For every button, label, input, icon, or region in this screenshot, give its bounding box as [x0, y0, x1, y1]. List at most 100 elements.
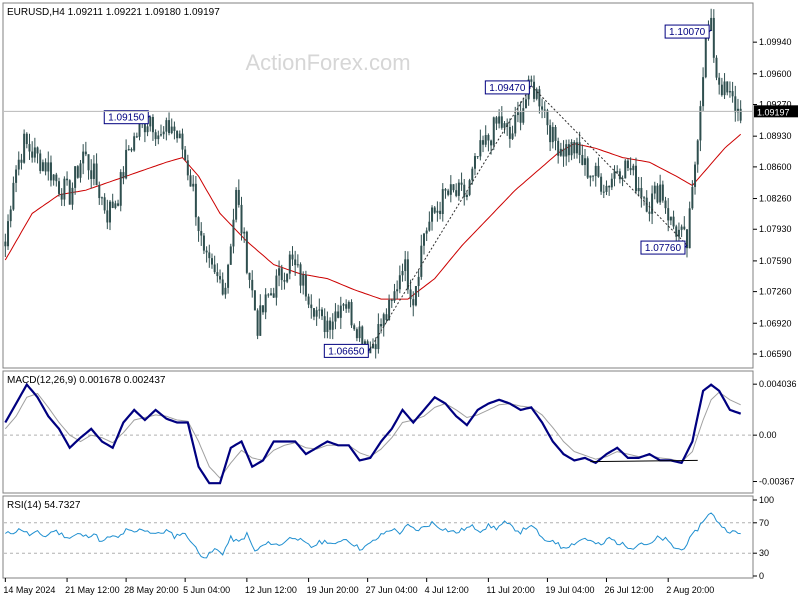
price-tick-label: 1.07590: [759, 256, 792, 266]
candle-body: [339, 305, 342, 318]
candle-body: [589, 175, 592, 178]
time-tick-label: 2 Aug 20:00: [666, 585, 714, 595]
candle-body: [60, 193, 63, 200]
candle-body: [634, 165, 637, 192]
candle-body: [210, 258, 213, 265]
time-tick-label: 21 May 12:00: [65, 585, 120, 595]
candle-body: [33, 147, 36, 158]
candle-body: [632, 165, 635, 171]
candle-body: [616, 171, 619, 173]
candle-body: [460, 182, 463, 185]
candle-body: [248, 272, 251, 280]
candle-body: [270, 293, 273, 295]
time-tick-label: 26 Jul 12:00: [604, 585, 653, 595]
candle-body: [7, 221, 10, 247]
macd-axis: 0.004036 0.00 -0.00367: [4, 379, 797, 487]
price-axis: 1.09940 1.09600 1.09270 1.08930 1.08600 1.082…: [753, 37, 792, 359]
candle-body: [283, 280, 286, 282]
candle-body: [173, 126, 176, 131]
candle-body: [168, 120, 171, 134]
candle-body: [514, 115, 517, 134]
candle-body: [23, 133, 26, 163]
rsi-tick-label: 100: [759, 495, 774, 505]
candle-body: [683, 226, 686, 230]
candle-body: [465, 194, 468, 198]
candle-body: [420, 245, 423, 277]
macd-panel-title: MACD(12,26,9) 0.001678 0.002437: [7, 375, 166, 386]
candle-body: [369, 348, 372, 354]
price-tick-label: 1.09940: [759, 37, 792, 47]
candle-body: [479, 140, 482, 157]
candle-body: [318, 309, 321, 311]
candle-body: [471, 168, 474, 181]
candle-body: [455, 190, 458, 196]
candle-body: [723, 81, 726, 96]
candle-body: [315, 310, 318, 317]
annotation-label: 1.07760: [645, 243, 682, 254]
candle-body: [208, 252, 211, 259]
rsi-tick-label: 70: [759, 518, 769, 528]
candle-body: [337, 311, 340, 318]
candle-body: [117, 203, 120, 206]
candle-body: [626, 160, 629, 169]
candle-body: [637, 187, 640, 192]
time-tick-label: 14 May 2024: [3, 585, 55, 595]
candle-body: [584, 158, 587, 165]
candle-body: [592, 175, 595, 177]
annotation-box: [640, 240, 686, 255]
watermark: ActionForex.com: [245, 50, 410, 75]
candle-body: [484, 135, 487, 145]
candle-body: [55, 174, 58, 182]
candle-body: [726, 81, 729, 93]
candle-body: [613, 171, 616, 179]
candle-body: [473, 156, 476, 169]
candle-body: [146, 126, 149, 133]
candle-body: [645, 197, 648, 212]
candle-body: [605, 185, 608, 192]
candle-body: [600, 176, 603, 192]
candle-body: [119, 172, 122, 206]
candle-body: [412, 299, 415, 306]
macd-tick-label: -0.00367: [759, 477, 795, 487]
candle-body: [549, 125, 552, 143]
candle-body: [87, 154, 90, 171]
candle-body: [259, 305, 262, 336]
candle-body: [390, 299, 393, 301]
candle-body: [103, 197, 106, 211]
candle-body: [44, 162, 47, 172]
candle-body: [629, 168, 632, 171]
candle-body: [648, 211, 651, 214]
candle-body: [404, 259, 407, 271]
candle-body: [640, 187, 643, 198]
candle-body: [334, 311, 337, 322]
candle-body: [350, 302, 353, 326]
candle-body: [728, 91, 731, 93]
candle-body: [618, 171, 621, 180]
candle-body: [178, 133, 181, 139]
candle-body: [656, 185, 659, 203]
candle-body: [425, 230, 428, 234]
candle-body: [138, 122, 141, 137]
candle-body: [307, 296, 310, 305]
candle-body: [100, 197, 103, 199]
candle-body: [436, 210, 439, 213]
candle-body: [677, 229, 680, 237]
candle-body: [492, 117, 495, 146]
time-tick-label: 12 Jun 12:00: [245, 585, 297, 595]
candle-body: [143, 122, 146, 133]
candle-body: [422, 233, 425, 246]
candle-body: [699, 106, 702, 141]
candle-body: [261, 305, 264, 313]
candle-body: [224, 287, 227, 295]
candle-body: [559, 148, 562, 156]
candle-body: [661, 184, 664, 201]
candle-body: [82, 151, 85, 164]
candle-body: [653, 185, 656, 194]
candle-body: [133, 136, 136, 151]
current-price-label: 1.09197: [757, 107, 790, 117]
candle-body: [52, 174, 55, 181]
candle-body: [312, 308, 315, 317]
candle-body: [457, 182, 460, 196]
candle-body: [192, 183, 195, 187]
